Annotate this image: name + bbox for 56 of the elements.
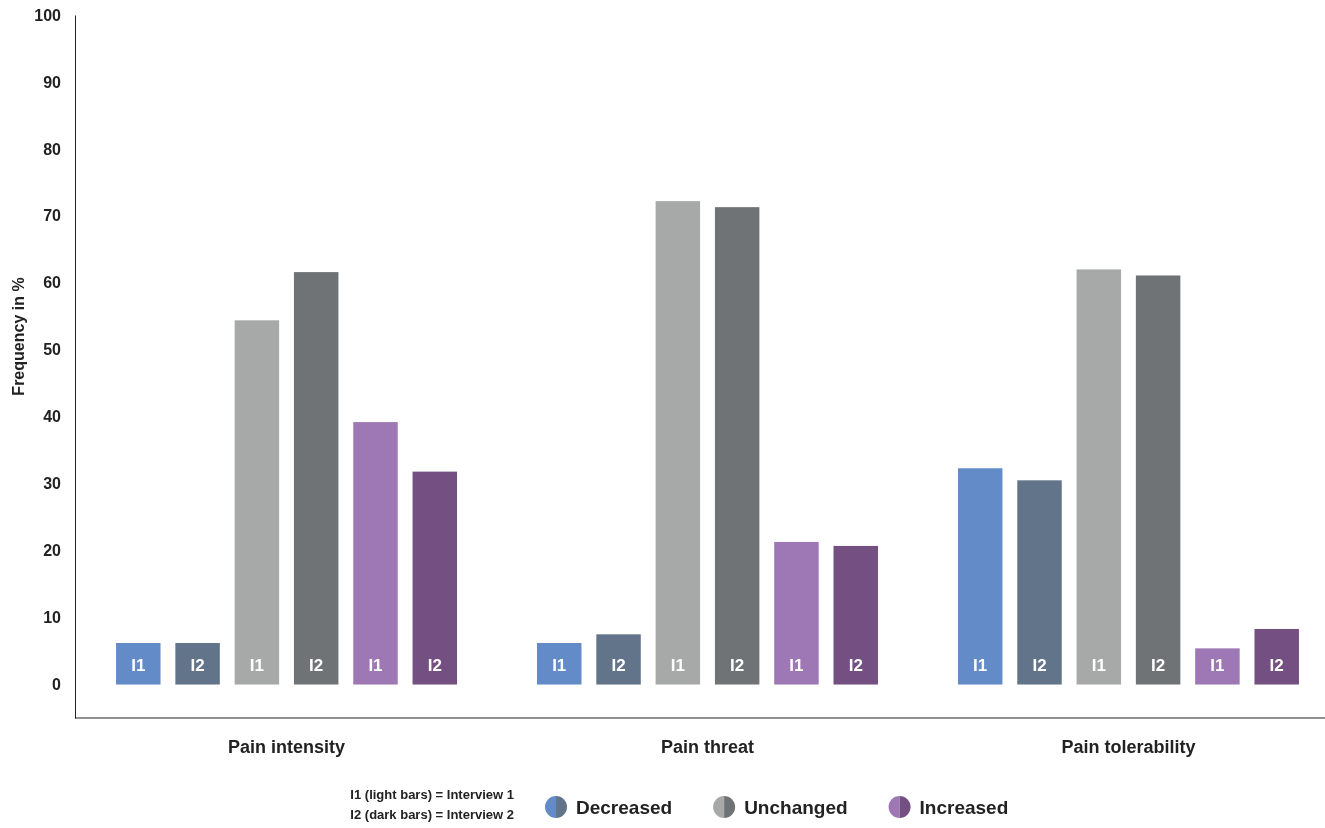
data-label: I2 [1032, 655, 1047, 675]
y-tick-label: 70 [43, 207, 62, 225]
bar [1076, 269, 1122, 685]
data-label: I1 [552, 655, 567, 675]
y-tick-label: 90 [43, 73, 62, 91]
data-label: I2 [730, 655, 745, 675]
bar [774, 541, 819, 685]
x-tick-label: Pain intensity [228, 736, 346, 757]
x-tick-label: Pain tolerability [1061, 736, 1196, 757]
bar [1195, 648, 1240, 685]
bar [1254, 628, 1299, 685]
bar [412, 471, 458, 685]
bar [596, 634, 641, 685]
y-tick-label: 60 [43, 274, 62, 292]
data-label: I2 [611, 655, 626, 675]
y-tick-label: 30 [43, 475, 62, 493]
data-label: I2 [309, 655, 324, 675]
y-tick-label: 0 [52, 676, 62, 694]
data-label: I1 [368, 655, 383, 675]
bar [1135, 275, 1181, 685]
data-label: I2 [848, 655, 863, 675]
y-tick-label: 40 [43, 408, 62, 426]
legend-label: Increased [919, 797, 1009, 818]
text: I1 (light bars) = Interview 1 [350, 787, 514, 802]
y-tick-label: 100 [34, 6, 62, 24]
bar [1017, 480, 1062, 685]
bar [116, 643, 161, 685]
bar [714, 207, 760, 685]
data-label: I1 [131, 655, 146, 675]
text: I2 (dark bars) = Interview 2 [350, 807, 514, 822]
legend-label: Unchanged [744, 797, 848, 818]
data-label: I1 [789, 655, 804, 675]
y-tick-label: 80 [43, 140, 62, 158]
x-tick-label: Pain threat [660, 736, 755, 757]
bar [655, 201, 701, 685]
bar [293, 272, 339, 685]
y-tick-label: 50 [43, 341, 62, 359]
bar [957, 468, 1003, 685]
data-label: I1 [973, 655, 988, 675]
data-label: I2 [1151, 655, 1166, 675]
y-tick-label: 20 [43, 542, 62, 560]
bar [537, 643, 582, 685]
data-label: I1 [670, 655, 685, 675]
bar [353, 422, 398, 685]
legend-label: Decreased [576, 797, 673, 818]
y-tick-label: 10 [43, 609, 62, 627]
data-label: I2 [190, 655, 205, 675]
bar [175, 643, 220, 685]
data-label: I1 [1091, 655, 1106, 675]
bar [234, 320, 280, 685]
data-label: I1 [249, 655, 264, 675]
y-axis-title: Frequency in % [10, 277, 27, 396]
data-label: I2 [427, 655, 442, 675]
data-label: I1 [1210, 655, 1225, 675]
data-label: I2 [1269, 655, 1284, 675]
bar [833, 545, 878, 685]
